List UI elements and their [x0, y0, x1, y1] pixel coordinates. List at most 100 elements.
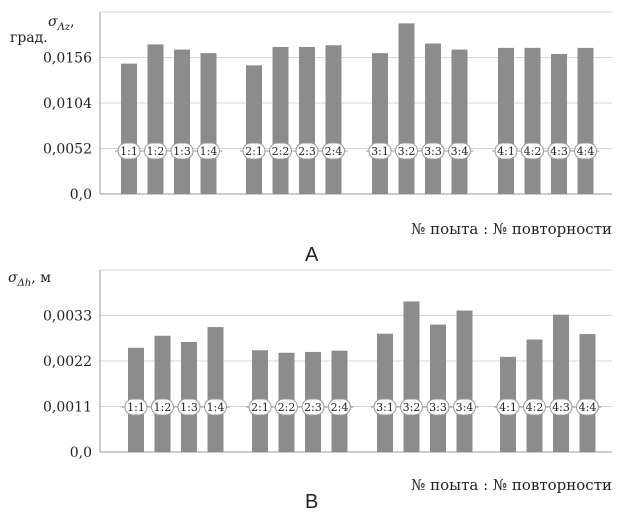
bar: [398, 23, 415, 194]
category-label: 3:2: [398, 145, 416, 158]
bar: [272, 47, 289, 194]
y-axis-label: σΛz,: [48, 14, 75, 33]
category-label: 1:3: [173, 145, 191, 158]
bar: [425, 43, 441, 194]
bar: [577, 47, 594, 194]
category-label-bg: [523, 398, 546, 416]
x-axis-label: № поыта : № повторности: [411, 476, 612, 494]
bar: [121, 63, 137, 194]
y-tick-label: 0,0011: [43, 400, 92, 416]
category-label-bg: [328, 398, 351, 416]
category-label-bg: [151, 398, 174, 416]
category-label: 1:3: [180, 401, 198, 414]
category-label: 1:1: [120, 145, 138, 158]
chart-panel-b: 0,0 0,0011 0,0022 0,0033 1:1 1:2 1:3 1:4 2:1 2:2 2…: [8, 269, 612, 494]
category-label-bg: [549, 398, 573, 416]
y-axis-label: σΔh, м: [8, 270, 51, 289]
bar: [377, 333, 393, 452]
panel-label-b: B: [305, 491, 319, 513]
category-label: 1:1: [127, 401, 145, 414]
category-label: 3:4: [456, 401, 474, 414]
bar: [372, 53, 388, 194]
y-tick-label: 0,0104: [43, 96, 92, 112]
category-label-bg: [576, 398, 599, 416]
category-label-bg: [496, 398, 520, 416]
bar: [325, 45, 342, 194]
category-label: 4:3: [552, 401, 570, 414]
bar: [174, 49, 190, 194]
category-label: 4:1: [497, 145, 515, 158]
category-label-bg: [421, 142, 445, 160]
category-label-bg: [295, 142, 319, 160]
category-label-bg: [242, 142, 266, 160]
bar: [551, 54, 567, 194]
category-label-bg: [547, 142, 571, 160]
bar: [451, 49, 468, 194]
category-label-bg: [448, 142, 471, 160]
category-label-bg: [521, 142, 544, 160]
bar: [526, 339, 543, 452]
bar: [154, 335, 171, 452]
category-label: 4:3: [550, 145, 568, 158]
category-label: 2:1: [245, 145, 263, 158]
category-label: 3:4: [451, 145, 469, 158]
category-label-bg: [197, 142, 220, 160]
category-label: 1:2: [147, 145, 165, 158]
category-label: 3:1: [376, 401, 394, 414]
x-axis-label: № поыта : № повторности: [411, 220, 612, 238]
bar: [430, 324, 446, 452]
category-label-bg: [426, 398, 450, 416]
category-label: 2:3: [304, 401, 322, 414]
category-label-bg: [248, 398, 272, 416]
category-label: 3:3: [429, 401, 447, 414]
category-label: 2:1: [251, 401, 269, 414]
y-tick-label: 0,0033: [43, 309, 92, 325]
bar: [524, 47, 541, 194]
category-label: 1:2: [154, 401, 172, 414]
category-label: 3:3: [424, 145, 442, 158]
category-label: 2:3: [298, 145, 316, 158]
category-label: 2:2: [278, 401, 296, 414]
bar: [579, 334, 596, 452]
y-tick-label: 0,0: [70, 445, 92, 461]
category-label: 3:1: [371, 145, 389, 158]
category-label-bg: [170, 142, 194, 160]
bar: [299, 47, 315, 194]
bar: [403, 301, 420, 452]
category-label: 2:4: [331, 401, 349, 414]
category-label-bg: [368, 142, 392, 160]
category-label: 3:2: [403, 401, 421, 414]
category-label: 2:2: [272, 145, 290, 158]
category-label: 1:4: [207, 401, 225, 414]
bar: [498, 47, 514, 194]
category-label-bg: [395, 142, 418, 160]
category-label-bg: [494, 142, 518, 160]
category-label-bg: [453, 398, 476, 416]
category-label: 4:1: [499, 401, 517, 414]
category-label: 4:2: [524, 145, 542, 158]
category-label: 2:4: [325, 145, 343, 158]
category-label-bg: [117, 142, 141, 160]
bar: [207, 327, 224, 452]
bar: [147, 44, 164, 194]
category-label: 1:4: [200, 145, 218, 158]
category-label-bg: [269, 142, 292, 160]
y-tick-label: 0,0: [70, 187, 92, 203]
bar: [456, 310, 473, 452]
category-label-bg: [301, 398, 325, 416]
y-tick-label: 0,0052: [43, 142, 92, 158]
category-label: 4:2: [526, 401, 544, 414]
category-label-bg: [144, 142, 167, 160]
y-tick-label: 0,0156: [43, 51, 92, 67]
category-label-bg: [373, 398, 397, 416]
category-label-bg: [124, 398, 148, 416]
category-label-bg: [177, 398, 201, 416]
bar: [181, 341, 197, 452]
bar: [246, 65, 262, 194]
bar: [553, 314, 569, 452]
category-label-bg: [574, 142, 597, 160]
category-label-bg: [275, 398, 298, 416]
y-tick-label: 0,0022: [43, 354, 92, 370]
